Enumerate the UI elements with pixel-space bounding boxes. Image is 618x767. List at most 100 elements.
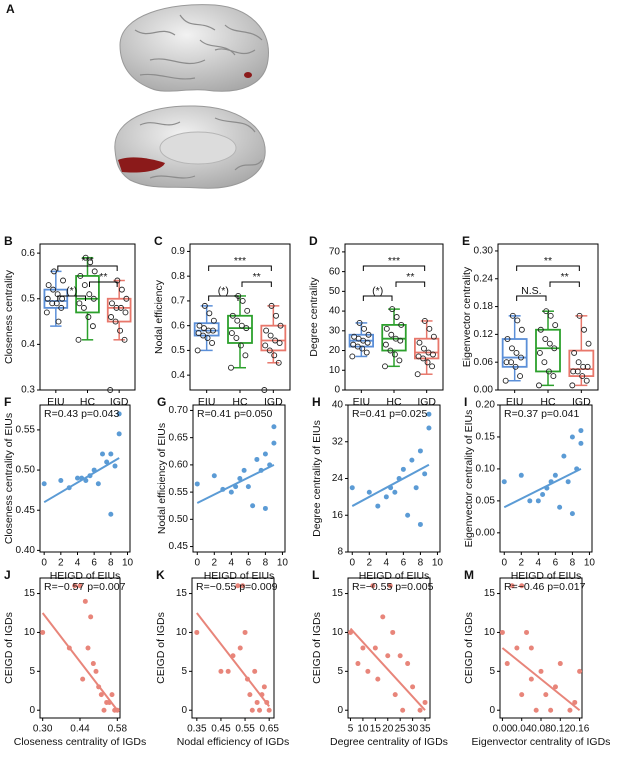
data-point [421, 345, 427, 352]
data-point [393, 314, 400, 320]
data-point [53, 300, 60, 307]
x-tick-label: 15 [370, 724, 382, 735]
x-axis-label: Degree centrality of IGDs [330, 736, 448, 748]
y-tick-label: 0.6 [171, 320, 185, 331]
data-point [277, 322, 284, 329]
data-point [361, 325, 367, 332]
data-point [58, 478, 64, 484]
data-point [122, 309, 129, 316]
significance-label: ** [99, 271, 107, 283]
x-tick-label: 0.04 [512, 724, 532, 735]
data-point [547, 312, 554, 319]
y-tick-label: 0 [29, 705, 35, 716]
y-tick-label: 20 [329, 345, 341, 356]
data-point [577, 668, 583, 674]
y-tick-label: 0.24 [474, 273, 494, 284]
significance-label: *** [81, 255, 93, 267]
x-axis-label: HEIGD of EIUs [359, 570, 430, 582]
data-point [204, 335, 211, 341]
significance-bracket [362, 295, 393, 301]
data-point [557, 504, 563, 510]
data-point [80, 676, 86, 682]
brain-medial [114, 105, 266, 189]
x-tick-label: 20 [382, 724, 394, 735]
data-point [578, 428, 584, 434]
data-point [107, 387, 114, 393]
box [381, 323, 407, 352]
data-point [413, 485, 419, 491]
y-tick-label: 0.5 [21, 293, 35, 304]
y-tick-label: 0 [334, 385, 340, 396]
panel-label: I [464, 395, 467, 409]
data-point [228, 364, 234, 371]
data-point [242, 352, 249, 359]
data-point [235, 583, 241, 589]
data-point [504, 336, 511, 342]
x-tick-label: 8 [418, 558, 424, 569]
significance-label: (*) [372, 285, 383, 297]
x-tick-label: EIU [198, 396, 216, 408]
data-point [81, 282, 88, 289]
y-tick-label: 5 [337, 666, 343, 677]
x-tick-label: 6 [401, 558, 407, 569]
x-tick-label: 10 [432, 558, 444, 569]
x-tick-label: 0.08 [531, 724, 551, 735]
panel-label: C [154, 234, 163, 248]
data-point [252, 668, 258, 674]
data-point [410, 684, 416, 690]
data-point [210, 317, 217, 324]
x-tick-label: IGD [572, 396, 591, 408]
y-axis-label: CEIGD of IGDs [155, 612, 167, 684]
data-point [370, 583, 376, 589]
data-point [108, 314, 115, 320]
panel-label: B [4, 234, 13, 248]
x-tick-label: 6 [246, 558, 252, 569]
data-point [104, 459, 110, 465]
data-point [546, 340, 553, 347]
data-point [365, 668, 371, 674]
x-tick-label: 8 [108, 558, 114, 569]
data-point [55, 318, 62, 325]
x-tick-label: 10 [584, 558, 596, 569]
plot-frame [192, 404, 286, 553]
plot-frame [191, 577, 275, 719]
panel-label: H [312, 395, 321, 409]
data-point [86, 291, 93, 298]
regression-line [196, 463, 275, 504]
data-point [113, 304, 120, 311]
data-point [551, 345, 558, 352]
data-point [93, 668, 99, 674]
data-point [116, 431, 122, 437]
data-point [380, 614, 386, 620]
y-tick-label: 0.6 [21, 248, 35, 259]
data-point [209, 340, 216, 346]
data-point [366, 489, 372, 495]
data-point [503, 359, 510, 366]
data-point [77, 583, 83, 589]
data-point [211, 473, 217, 479]
data-point [578, 440, 584, 446]
data-point [571, 349, 578, 356]
significance-bracket [516, 295, 547, 301]
x-axis-label: Nodal efficiency of IGDs [177, 736, 289, 748]
y-axis-label: Nodal efficiency [153, 279, 165, 354]
data-point [266, 347, 273, 354]
x-tick-label: 30 [407, 724, 419, 735]
y-axis-label: Eigenvector centrality [461, 266, 473, 367]
data-point [51, 268, 57, 275]
y-tick-label: 0.05 [476, 496, 496, 507]
y-tick-label: 8 [337, 547, 343, 558]
data-point [541, 359, 548, 366]
y-tick-label: 5 [29, 666, 35, 677]
y-axis-label: Closeness centrality of EIUs [3, 413, 15, 544]
brain-lateral [119, 4, 269, 92]
y-axis-label: CEIGD of IGDs [463, 612, 475, 684]
y-tick-label: 0.3 [21, 385, 35, 396]
data-point [218, 668, 224, 674]
data-point [75, 336, 82, 343]
x-tick-label: 0 [349, 558, 355, 569]
data-point [272, 337, 279, 344]
data-point [101, 707, 107, 713]
panel-label: M [464, 568, 474, 582]
